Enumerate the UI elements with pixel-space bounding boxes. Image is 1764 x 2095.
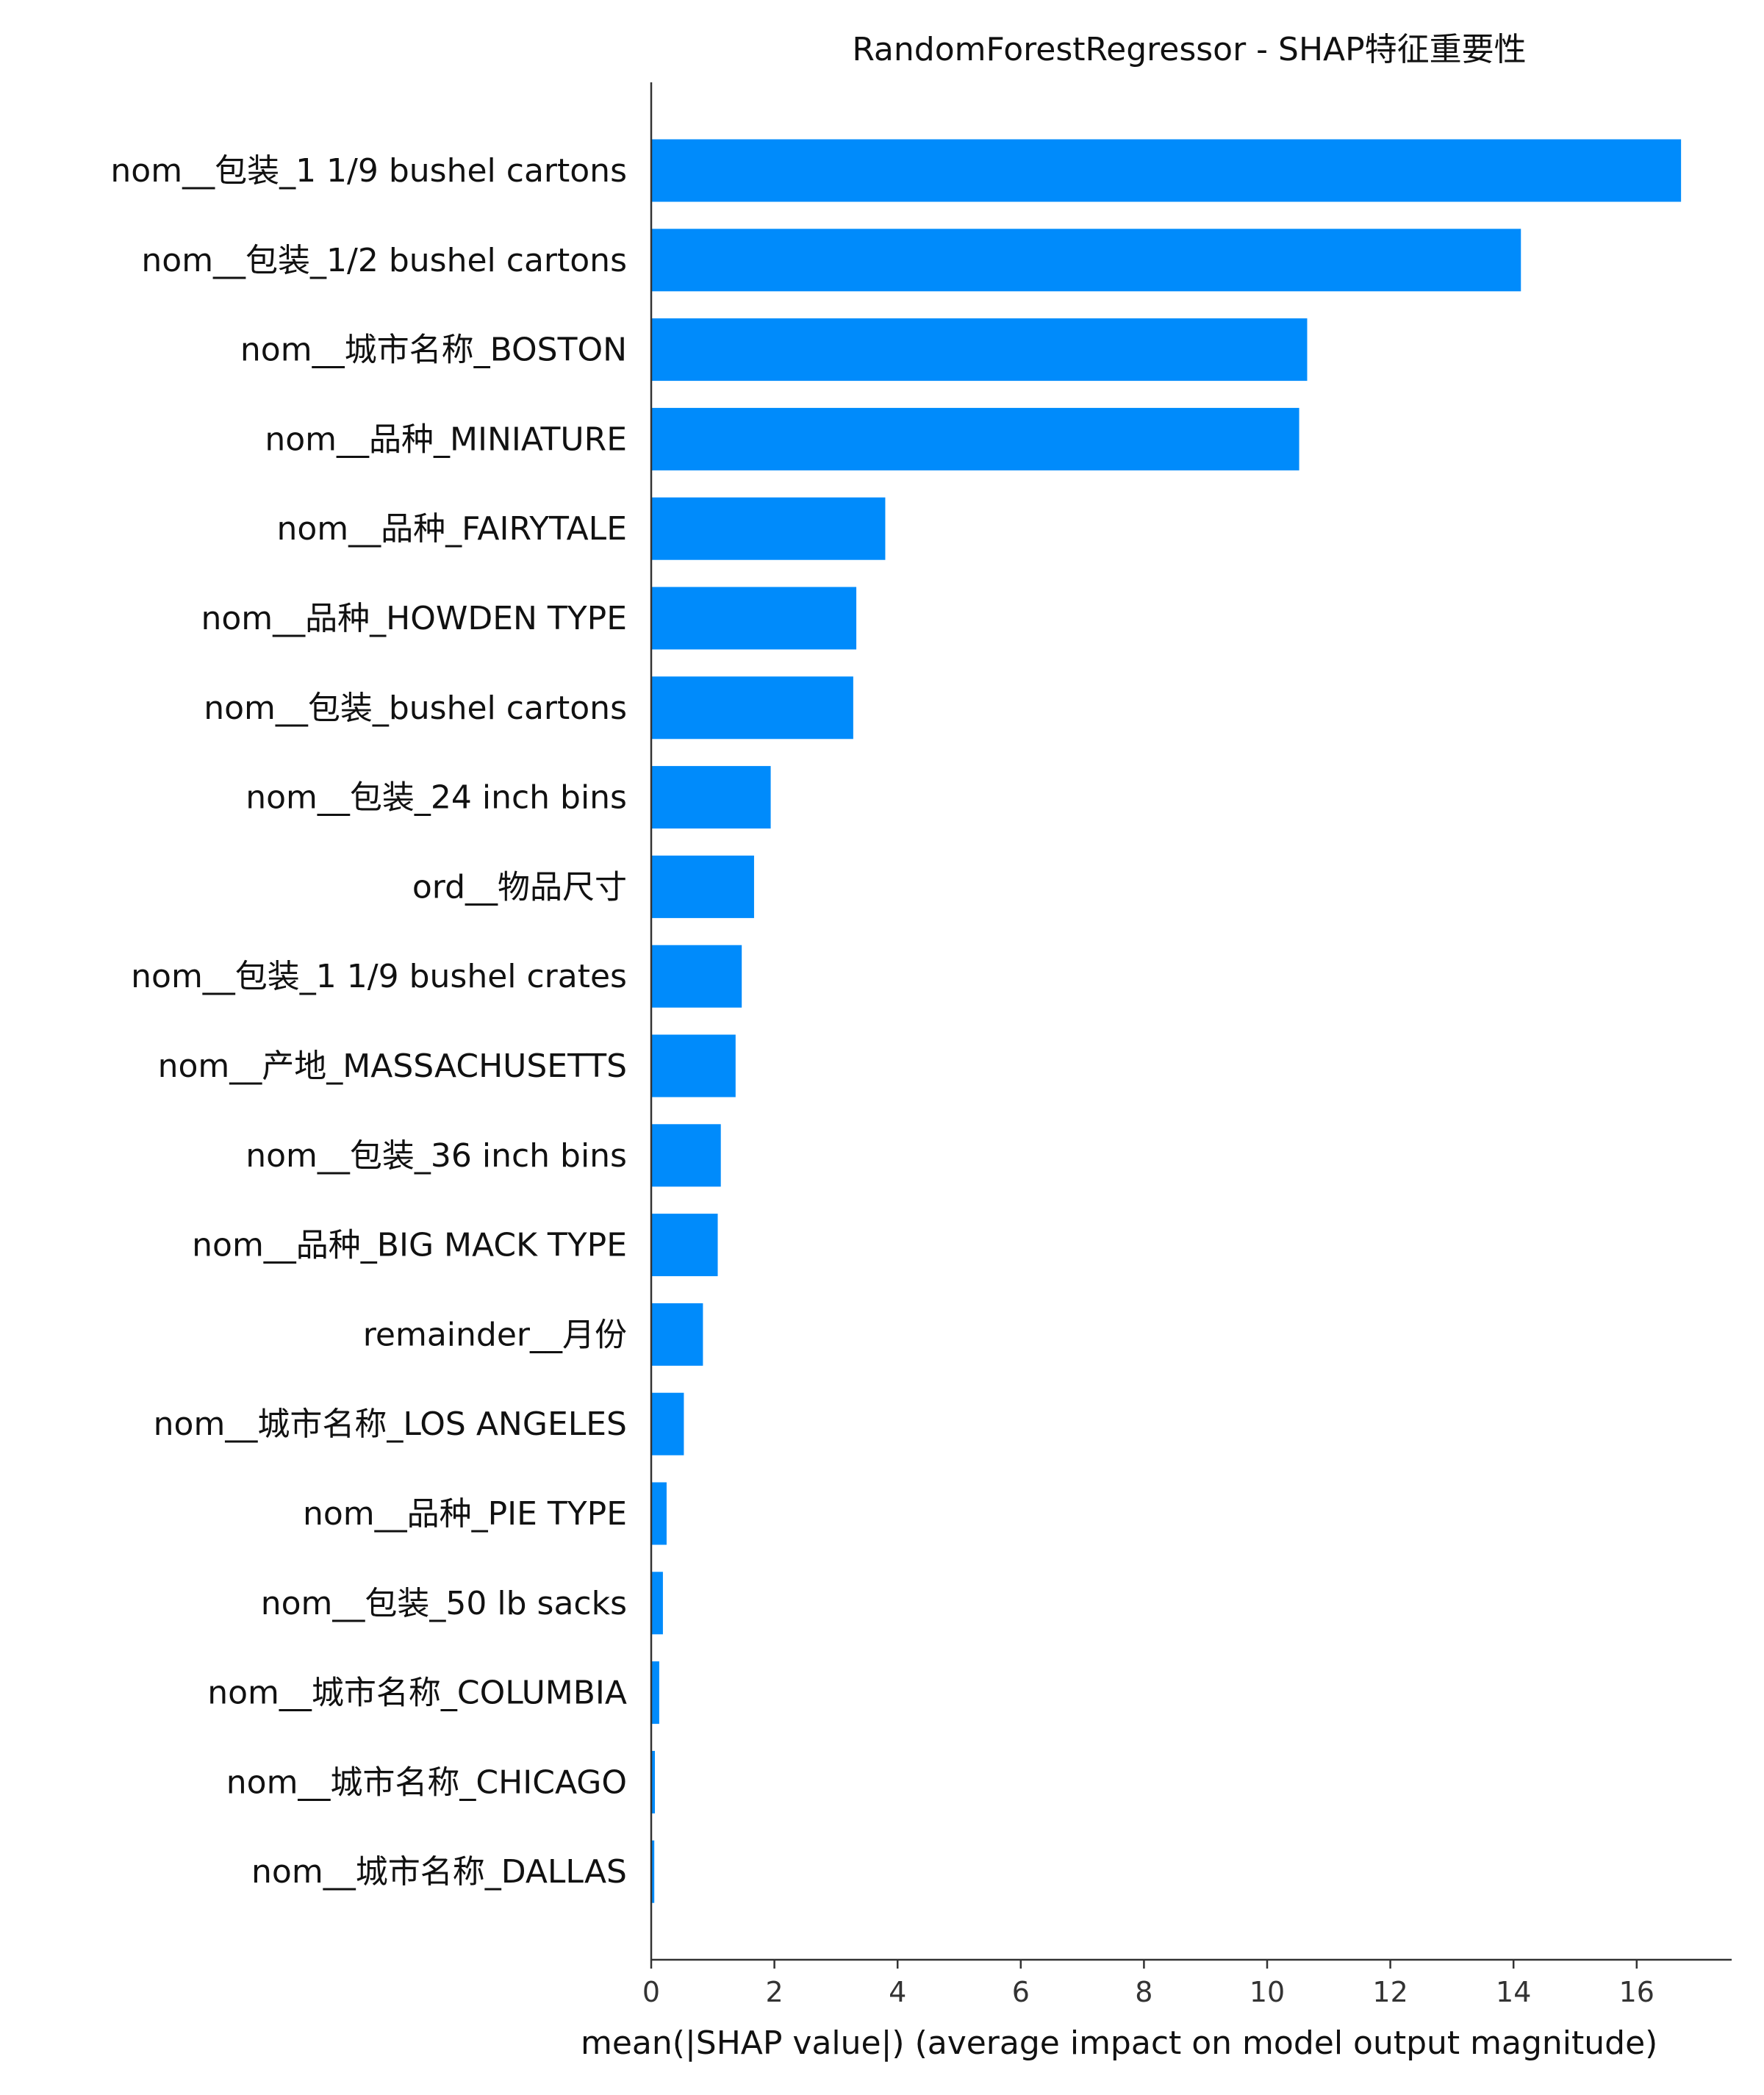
bar [651,1303,703,1366]
chart-title: RandomForestRegressor - SHAP特征重要性 [852,31,1526,68]
bar [651,229,1521,292]
x-tick-label: 12 [1372,1976,1408,2008]
x-axis-ticks: 0 2 4 6 8 10 12 14 16 [642,1960,1654,2008]
bar [651,766,771,829]
bar [651,1840,655,1903]
category-label: nom__城市名称_BOSTON [240,332,627,369]
x-tick-label: 14 [1496,1976,1531,2008]
category-label: nom__品种_MINIATURE [265,420,627,458]
category-label: ord__物品尺寸 [412,868,627,906]
category-label: remainder__月份 [363,1316,627,1353]
bar [651,497,886,560]
bar [651,1034,736,1097]
x-tick-label: 16 [1619,1976,1654,2008]
x-tick-label: 0 [642,1976,660,2008]
bar [651,1392,684,1455]
bar [651,1482,667,1545]
x-tick-label: 10 [1250,1976,1285,2008]
x-tick-label: 2 [766,1976,784,2008]
category-label: nom__包装_50 lb sacks [261,1585,627,1622]
category-label: nom__城市名称_COLUMBIA [207,1675,627,1712]
bar [651,407,1299,470]
bar [651,587,857,650]
x-tick-label: 6 [1012,1976,1030,2008]
category-label: nom__包装_1 1/9 bushel cartons [110,152,627,190]
bar [651,855,754,918]
bar [651,1214,718,1277]
category-label: nom__包装_bushel cartons [204,690,627,727]
category-label: nom__城市名称_LOS ANGELES [154,1405,627,1443]
bar [651,676,853,739]
category-label: nom__包装_1 1/9 bushel crates [131,958,627,995]
category-label: nom__品种_PIE TYPE [303,1495,627,1533]
category-label: nom__包装_1/2 bushel cartons [141,242,627,279]
category-label: nom__产地_MASSACHUSETTS [158,1048,627,1085]
bar [651,945,742,1008]
category-label: nom__品种_FAIRYTALE [276,510,627,548]
category-label: nom__包装_36 inch bins [245,1137,627,1175]
bar [651,1661,659,1725]
category-label: nom__品种_BIG MACK TYPE [192,1227,627,1264]
bar [651,1124,721,1187]
x-tick-label: 8 [1135,1976,1152,2008]
category-label: nom__包装_24 inch bins [245,779,627,817]
category-label: nom__城市名称_CHICAGO [226,1763,627,1801]
category-label: nom__品种_HOWDEN TYPE [201,600,627,637]
x-axis-label: mean(|SHAP value|) (average impact on mo… [581,2024,1657,2062]
bar [651,139,1682,202]
bars-layer [651,139,1682,1903]
category-labels: nom__包装_1 1/9 bushel cartons nom__包装_1/2 … [110,152,627,1891]
bar [651,1750,656,1813]
bar [651,318,1308,382]
x-tick-label: 4 [889,1976,906,2008]
bar [651,1572,663,1635]
category-label: nom__城市名称_DALLAS [251,1853,627,1891]
